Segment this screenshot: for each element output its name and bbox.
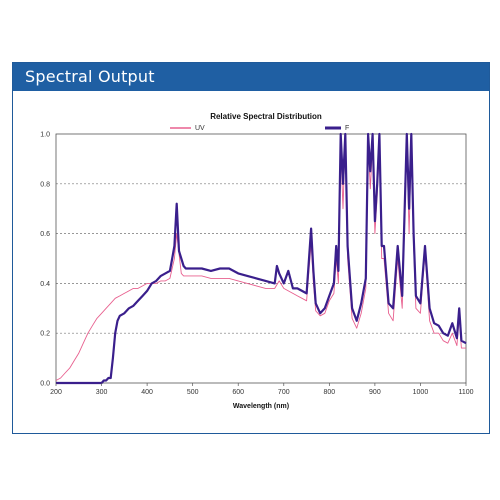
y-tick-label: 0.8 [40,181,50,188]
grid-layer [56,183,466,334]
x-tick-label: 1000 [413,389,429,396]
x-tick-label: 400 [141,389,153,396]
x-tick-label: 700 [278,389,290,396]
chart-title: Relative Spectral Distribution [210,112,322,121]
y-tick-label: 1.0 [40,132,50,139]
legend: UV F [170,125,349,132]
y-tick-label: 0.0 [40,381,50,388]
y-tick-label: 0.6 [40,231,50,238]
y-tick-label: 0.4 [40,281,50,288]
series-layer [55,132,467,385]
legend-uv-label: UV [195,125,205,132]
y-tick-label: 0.2 [40,331,50,338]
series-line-uv [55,136,466,381]
x-tick-label: 500 [187,389,199,396]
x-tick-label: 900 [369,389,381,396]
x-tick-label: 600 [232,389,244,396]
spectral-output-panel: Spectral Output [12,62,490,434]
panel-title: Spectral Output [25,67,155,86]
legend-f-label: F [345,125,349,132]
plot-frame [55,133,467,384]
series-line-f [56,132,467,385]
x-tick-label: 300 [96,389,108,396]
x-axis-label: Wavelength (nm) [233,403,289,410]
x-tick-label: 1100 [458,389,473,396]
panel-header: Spectral Output [13,63,489,91]
tick-layer: 0.0 0.2 0.4 0.6 0.8 1.0 200 300 400 500 600 700 800 9… [40,132,473,397]
x-tick-label: 200 [50,389,62,396]
x-tick-label: 800 [323,389,335,396]
